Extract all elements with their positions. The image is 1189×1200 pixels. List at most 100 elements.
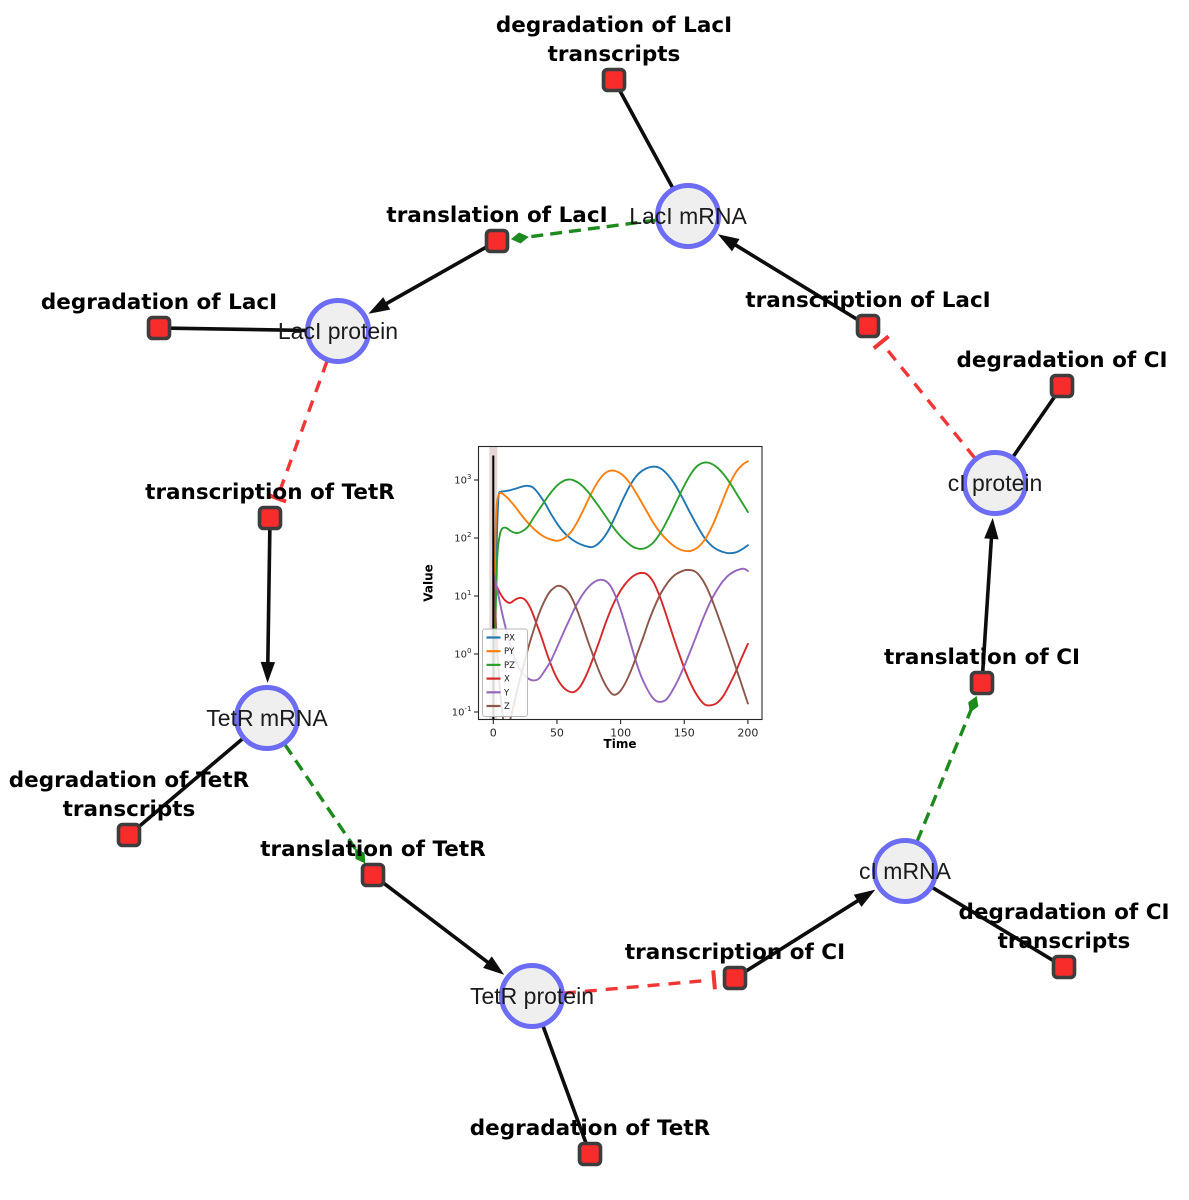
reaction-label-deg_tetr_tx: degradation of TetR <box>9 768 250 793</box>
reaction-label-tx_laci: transcription of LacI <box>745 288 990 313</box>
labels-layer: LacI mRNA LacI protein TetR mRNA TetR prote… <box>9 13 1170 1141</box>
y-tick-label: 100 <box>454 647 471 661</box>
reaction-label-transl_ci: translation of CI <box>884 645 1080 670</box>
reaction-label-deg_laci_tx: degradation of LacI <box>496 13 732 38</box>
reaction-label-deg_ci: degradation of CI <box>957 348 1168 373</box>
reaction-node-tx_tetr[interactable] <box>257 505 283 531</box>
species-node-ci_mrna[interactable] <box>872 838 938 904</box>
legend-label-PX: PX <box>504 634 515 644</box>
edge-consumption-laci_mrna-deg_laci_tx <box>618 89 675 189</box>
edge-production-transl_laci-laci_protein <box>368 245 488 314</box>
edge-inhibition-laci_protein-tx_tetr <box>267 360 329 504</box>
edge-inhibition-ci_protein-tx_laci <box>872 334 977 460</box>
y-tick-label: 10-1 <box>452 705 472 719</box>
y-tick-label: 103 <box>454 473 471 487</box>
arrowhead <box>260 661 276 684</box>
species-node-tetr_mrna[interactable] <box>234 685 300 751</box>
species-label-laci_protein: LacI protein <box>278 318 398 344</box>
series-line-PZ <box>492 461 749 720</box>
reaction-node-transl_laci[interactable] <box>484 228 510 254</box>
legend-label-PZ: PZ <box>504 661 515 671</box>
species-node-laci_protein[interactable] <box>305 298 371 364</box>
reaction-node-deg_ci[interactable] <box>1049 373 1075 399</box>
x-tick-label: 200 <box>737 727 758 740</box>
nodes-layer <box>116 67 1077 1167</box>
arrowhead <box>368 297 391 314</box>
species-label-ci_protein: cI protein <box>948 470 1043 496</box>
species-node-laci_mrna[interactable] <box>655 183 721 249</box>
x-tick-label: 100 <box>610 727 631 740</box>
edge-consumption-ci_protein-deg_ci <box>1011 394 1057 458</box>
edge-catalysis-tetr_mrna-transl_tetr <box>283 743 366 864</box>
species-label-tetr_protein: TetR protein <box>470 983 594 1009</box>
species-label-laci_mrna: LacI mRNA <box>629 203 747 229</box>
reaction-label-tx_ci: transcription of CI <box>625 940 845 965</box>
legend-label-PY: PY <box>504 647 515 657</box>
species-node-tetr_protein[interactable] <box>499 963 565 1029</box>
y-tick-label: 102 <box>454 531 471 545</box>
inhibition-bar <box>872 334 890 350</box>
reaction-label-transl_laci: translation of LacI <box>386 203 607 228</box>
reaction-node-tx_laci[interactable] <box>855 313 881 339</box>
species-label-ci_mrna: cI mRNA <box>859 858 952 884</box>
series-line-PY <box>492 460 749 720</box>
series-lines <box>492 460 749 720</box>
edge-consumption-tetr_mrna-deg_tetr_tx <box>136 737 244 829</box>
y-tick-label: 101 <box>454 589 471 603</box>
series-line-Y <box>492 567 749 703</box>
edge-catalysis-laci_mrna-transl_laci <box>510 218 657 244</box>
reaction-label-deg_tetr_tx: transcripts <box>63 797 196 822</box>
arrowhead <box>984 517 999 540</box>
reaction-node-tx_ci[interactable] <box>722 965 748 991</box>
legend-label-Z: Z <box>504 702 510 712</box>
edge-production-tx_laci-laci_mrna <box>717 234 859 322</box>
edge-production-tx_ci-ci_mrna <box>744 889 876 974</box>
reaction-node-deg_tetr_tx[interactable] <box>116 822 142 848</box>
x-tick-label: 150 <box>674 727 695 740</box>
reaction-node-deg_ci_tx[interactable] <box>1051 954 1077 980</box>
edge-consumption-laci_protein-deg_laci <box>170 326 307 333</box>
edge-production-transl_ci-ci_protein <box>980 517 999 672</box>
inhibition-bar <box>711 970 717 990</box>
series-line-PX <box>492 465 749 720</box>
timeseries-chart: 0 50 100 150 200 10-1 100 101 102 103 PX PY PZ XYZ Ti… <box>422 445 763 751</box>
species-label-tetr_mrna: TetR mRNA <box>206 705 328 731</box>
reaction-label-deg_laci: degradation of LacI <box>41 290 277 315</box>
arrowhead <box>483 956 505 975</box>
reaction-node-deg_tetr[interactable] <box>577 1141 603 1167</box>
reaction-node-deg_laci[interactable] <box>146 315 172 341</box>
reaction-label-deg_ci_tx: degradation of CI <box>959 900 1170 925</box>
reaction-label-transl_tetr: translation of TetR <box>260 837 486 862</box>
series-line-X <box>492 571 749 707</box>
catalysis-arrowhead <box>968 695 979 713</box>
edge-consumption-tetr_protein-deg_tetr <box>541 1025 588 1144</box>
legend-label-X: X <box>504 675 510 685</box>
catalysis-arrowhead <box>510 232 529 244</box>
x-tick-label: 0 <box>490 727 497 740</box>
edge-consumption-ci_mrna-deg_ci_tx <box>931 885 1055 963</box>
reaction-label-tx_tetr: transcription of TetR <box>145 480 395 505</box>
legend-label-Y: Y <box>503 688 510 698</box>
arrowhead <box>717 234 740 252</box>
x-axis-label: Time <box>604 737 637 751</box>
edge-production-tx_tetr-tetr_mrna <box>260 529 276 684</box>
reaction-label-deg_laci_tx: transcripts <box>548 42 681 67</box>
x-tick-label: 50 <box>550 727 564 740</box>
edge-inhibition-tetr_protein-tx_ci <box>563 970 717 995</box>
reaction-node-transl_tetr[interactable] <box>360 862 386 888</box>
reaction-node-transl_ci[interactable] <box>969 670 995 696</box>
edge-production-transl_tetr-tetr_protein <box>381 880 505 975</box>
reaction-label-deg_tetr: degradation of TetR <box>470 1116 711 1141</box>
edges-layer <box>136 89 1057 1144</box>
arrowhead <box>853 889 876 907</box>
species-node-ci_protein[interactable] <box>962 450 1028 516</box>
reaction-node-deg_laci_tx[interactable] <box>601 67 627 93</box>
reaction-label-deg_ci_tx: transcripts <box>998 929 1131 954</box>
edge-catalysis-ci_mrna-transl_ci <box>915 695 979 843</box>
catalysis-arrowhead <box>355 848 366 864</box>
y-axis-label: Value <box>422 564 436 602</box>
inhibition-bar <box>267 493 287 504</box>
chart-plot-area: 0 50 100 150 200 10-1 100 101 102 103 PX PY PZ XYZ <box>452 445 763 740</box>
